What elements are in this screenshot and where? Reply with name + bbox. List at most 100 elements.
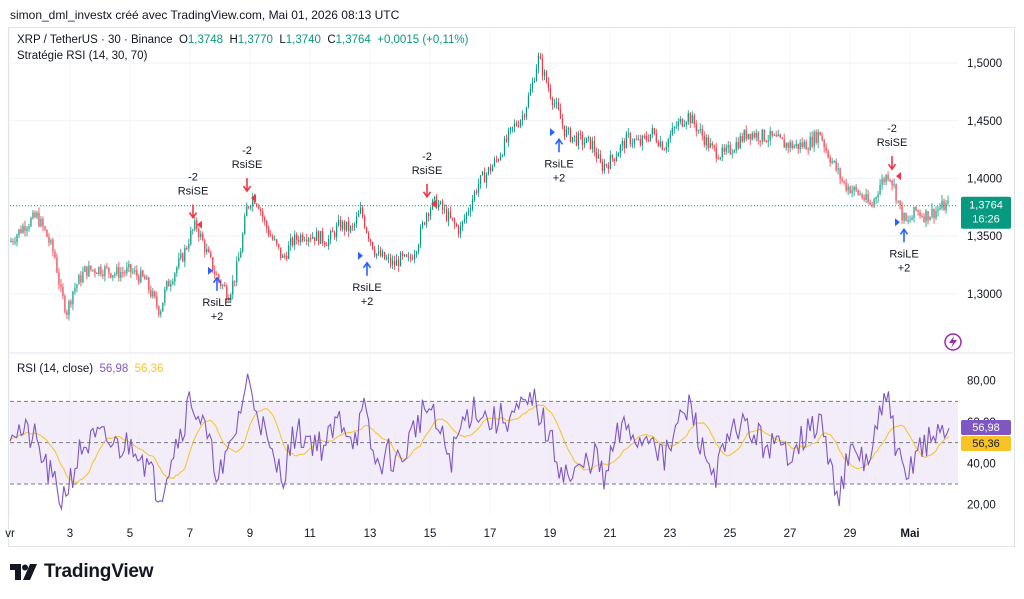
candle-body [479,175,482,185]
candle-body [571,136,574,142]
candle-body [551,97,554,105]
candle-body [52,240,54,252]
candle-body [855,186,857,191]
candle-body [827,151,829,158]
candle-body [727,145,729,148]
candle-body [497,159,500,161]
candle-body [689,113,691,124]
candle-body [246,206,248,217]
brand-name: TradingView [44,561,154,582]
candle-body [821,135,823,141]
candle-body [300,234,302,242]
candle-body [917,210,919,212]
candle-body [358,213,360,217]
candle-body [533,80,536,83]
candle-body [609,155,611,169]
time-axis-tick: 3 [67,528,73,540]
candle-body [757,132,759,141]
candle-body [138,275,140,283]
candle-body [451,217,454,220]
candle-body [767,140,769,142]
rsi-ma-value-tag [961,436,1011,451]
tradingview-logo[interactable]: TradingView [10,561,154,583]
candle-body [675,126,677,128]
candle-body [617,153,619,157]
time-axis-tick: vr [5,528,15,540]
candle-body [813,131,815,147]
candle-body [899,200,901,206]
candle-body [362,207,364,217]
candle-body [469,208,472,212]
candle-body [230,294,232,301]
candle-body [871,204,873,206]
candle-body [196,220,198,229]
candle-body [807,149,809,151]
candle-body [198,228,200,237]
candle-body [258,205,260,209]
candle-body [290,237,292,246]
candle-body [817,131,819,143]
candle-body [370,239,372,242]
candle-body [366,227,368,233]
signal-label: RsiSE [178,186,209,198]
candle-body [220,280,222,286]
candle-body [635,139,637,141]
short-signal-arrow-icon [422,183,432,199]
candle-body [240,251,242,258]
long-entry-marker-icon [550,128,555,137]
candle-body [164,289,166,303]
candle-body [36,212,38,218]
candle-body [777,134,779,137]
symbol-label[interactable]: XRP / TetherUS · 30 · Binance [17,34,173,46]
candle-body [320,231,322,244]
strategy-legend[interactable]: Stratégie RSI (14, 30, 70) [17,50,148,62]
candle-body [72,291,74,305]
candle-body [457,226,460,234]
candle-body [437,203,440,209]
candle-body [146,277,148,280]
candle-body [176,267,178,274]
candle-body [407,256,410,258]
candle-body [391,260,394,265]
candle-body [188,244,190,249]
signal-qty: +2 [898,262,911,274]
candle-body [921,215,923,217]
candle-body [128,264,130,268]
short-entry-marker-icon [896,172,901,181]
candle-body [733,150,735,153]
candle-body [845,182,847,191]
candle-body [152,291,154,297]
candle-body [467,211,470,213]
candle-body [743,130,745,142]
candle-body [761,129,763,142]
candle-body [417,245,420,252]
candle-body [833,161,835,163]
candle-body [905,213,907,221]
rsi-legend-label[interactable]: RSI (14, close) [17,363,94,375]
candle-body [50,240,52,243]
candle-body [739,136,741,149]
candle-body [84,266,86,272]
candle-body [475,191,478,193]
candle-body [374,249,376,256]
time-axis-tick: Mai [900,528,919,540]
candle-body [705,137,707,146]
candle-body [342,221,344,230]
candle-body [226,286,228,298]
low-value: 1,3740 [285,34,321,46]
candle-body [98,266,100,274]
candle-body [186,248,188,250]
candle-body [162,302,164,312]
candle-body [344,221,346,231]
candle-body [585,137,587,143]
candle-body [102,274,104,277]
candle-body [503,138,506,156]
candle-body [324,242,326,245]
rsi-line [9,373,950,511]
candle-body [589,136,591,149]
candle-body [397,259,400,267]
candle-body [142,270,144,277]
short-signal-arrow-icon [188,204,198,220]
candle-body [126,267,128,273]
